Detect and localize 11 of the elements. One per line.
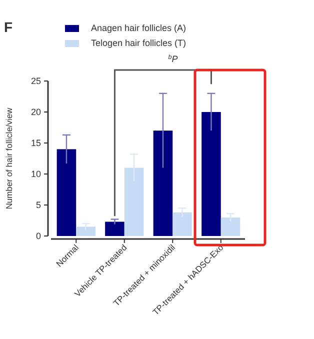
y-tick-label: 20 (30, 107, 41, 118)
text: $^{b}$P (168, 54, 178, 64)
y-tick-label: 10 (30, 169, 41, 180)
y-tick-label: 25 (30, 76, 41, 86)
legend-label: Telogen hair follicles (T) (91, 38, 186, 48)
legend-label: Anagen hair follicles (A) (91, 23, 186, 33)
y-tick-label: 0 (36, 231, 41, 242)
y-tick-label: 5 (36, 200, 41, 210)
chart-title: F (4, 19, 13, 35)
y-tick-label: 15 (30, 138, 41, 148)
y-axis-title: Number of hair follicle/view (4, 106, 14, 210)
